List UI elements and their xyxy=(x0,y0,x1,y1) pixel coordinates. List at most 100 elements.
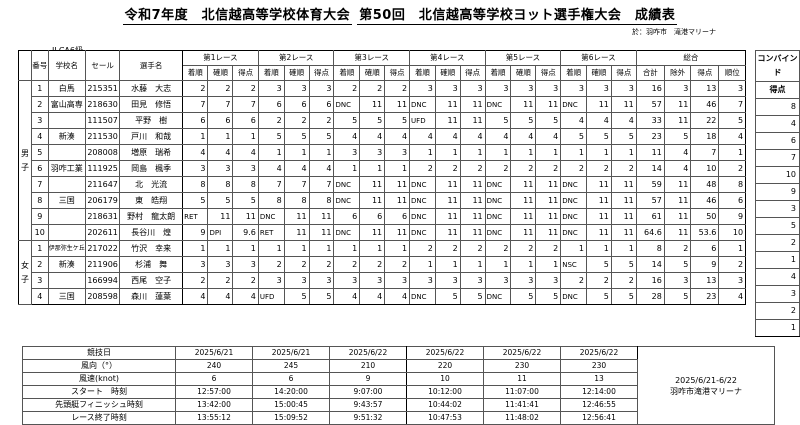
cell-race1-points: 4 xyxy=(232,288,259,305)
cell-race3-confirm: 11 xyxy=(359,96,386,113)
sub-rank: 順位 xyxy=(718,65,747,81)
cell-race2-points: 6 xyxy=(308,96,335,113)
cell-race6-confirm: 11 xyxy=(586,192,612,209)
cell-race1-points: 2 xyxy=(232,272,259,289)
cell-discard: 4 xyxy=(663,144,692,161)
cell-race1-confirm: 7 xyxy=(207,96,234,113)
cell-race5-finish: DNC xyxy=(484,208,512,225)
cell-race5-confirm: 3 xyxy=(510,80,537,97)
cell-race5-finish: 3 xyxy=(484,80,512,97)
cell-player: 田見 修悟 xyxy=(119,96,184,113)
cell-number: 4 xyxy=(30,288,49,305)
combined-row: 7 xyxy=(755,149,800,167)
cell-race1-confirm: DPI xyxy=(207,224,234,241)
cell-discard: 2 xyxy=(663,240,692,257)
cell-race3-points: 11 xyxy=(384,192,411,209)
cell-race4-points: 3 xyxy=(459,80,486,97)
cell-total: 14 xyxy=(635,160,665,177)
cell-race3-confirm: 4 xyxy=(359,128,386,145)
cell-race4-confirm: 11 xyxy=(434,96,461,113)
cell-player: 東 皓翔 xyxy=(119,192,184,209)
cell-race5-confirm: 5 xyxy=(510,112,537,129)
cell-race6-confirm: 11 xyxy=(586,224,612,241)
combined-row: 2 xyxy=(755,234,800,252)
cell-number: 3 xyxy=(30,112,49,129)
cell-combined-points: 9 xyxy=(755,183,800,201)
cell-race1-finish: 1 xyxy=(182,240,209,257)
conditions-label: 競技日 xyxy=(22,346,176,360)
cell-race1-points: 4 xyxy=(232,144,259,161)
cell-race6-confirm: 2 xyxy=(586,160,612,177)
cell-race4-finish: DNC xyxy=(409,96,436,113)
cell-race1-finish: 5 xyxy=(182,192,209,209)
cell-discard: 11 xyxy=(663,96,692,113)
cell-race6-confirm: 5 xyxy=(586,128,612,145)
conditions-value: 10:44:02 xyxy=(406,398,484,412)
cell-race3-finish: 3 xyxy=(333,144,361,161)
conditions-value: 2025/6/22 xyxy=(560,346,638,360)
cell-race4-finish: DNC xyxy=(409,224,436,241)
cell-race5-points: 1 xyxy=(535,144,562,161)
combined-row: 2 xyxy=(755,302,800,320)
cell-race5-points: 11 xyxy=(535,176,562,193)
cell-race6-points: 11 xyxy=(610,224,637,241)
cell-race4-finish: 4 xyxy=(409,128,436,145)
cell-race2-points: 8 xyxy=(308,192,335,209)
cell-school: 富山高専 xyxy=(47,96,86,113)
conditions-value: 12:46:55 xyxy=(560,398,638,412)
cell-race5-points: 11 xyxy=(535,192,562,209)
sub-total: 合計 xyxy=(635,65,665,81)
cell-race4-confirm: 2 xyxy=(434,160,461,177)
cell-race6-confirm: 3 xyxy=(586,80,612,97)
sub-confirm-r3: 確順 xyxy=(359,65,386,81)
cell-race3-confirm: 2 xyxy=(359,256,386,273)
results-table: 番号 学校名 セール 選手名 第1レース 第2レース 第3レース 第4レース 第… xyxy=(18,50,747,305)
cell-net: 18 xyxy=(690,128,720,145)
cell-race5-points: 3 xyxy=(535,80,562,97)
cell-race6-points: 11 xyxy=(610,96,637,113)
cell-race6-confirm: 1 xyxy=(586,144,612,161)
sub-finish-r3: 着順 xyxy=(333,65,361,81)
cell-race3-points: 1 xyxy=(384,160,411,177)
cell-race5-points: 4 xyxy=(535,128,562,145)
cell-race6-points: 11 xyxy=(610,176,637,193)
cell-race5-points: 5 xyxy=(535,288,562,305)
cell-race5-points: 11 xyxy=(535,208,562,225)
cell-race2-points: 5 xyxy=(308,288,335,305)
cell-race2-confirm: 1 xyxy=(283,240,310,257)
cell-race4-finish: 3 xyxy=(409,272,436,289)
cell-race4-finish: 2 xyxy=(409,160,436,177)
sub-confirm-r2: 確順 xyxy=(283,65,310,81)
col-overall: 総合 xyxy=(635,50,747,66)
cell-school: 羽咋工業 xyxy=(47,160,86,177)
cell-race1-finish: 3 xyxy=(182,256,209,273)
cell-race6-points: 11 xyxy=(610,208,637,225)
cell-net: 9 xyxy=(690,256,720,273)
table-row: 女子 1 伊那弥生ケ丘 217022 竹沢 幸来 1 1 1 1 1 1 1 1 1 2 2 2 2 2 2 1 1 1 8 2… xyxy=(18,240,747,305)
cell-combined-points: 7 xyxy=(755,149,800,167)
col-sex xyxy=(18,50,32,81)
col-school: 学校名 xyxy=(47,50,86,81)
cell-rank: 8 xyxy=(718,176,747,193)
sub-confirm-r5: 確順 xyxy=(510,65,537,81)
cell-race2-finish: 2 xyxy=(257,112,285,129)
cell-number: 3 xyxy=(30,272,49,289)
cell-race6-confirm: 11 xyxy=(586,176,612,193)
conditions-value: 6 xyxy=(252,372,330,386)
cell-race4-confirm: 5 xyxy=(434,288,461,305)
cell-race4-finish: 1 xyxy=(409,144,436,161)
cell-race4-confirm: 2 xyxy=(434,240,461,257)
cell-race4-finish: 2 xyxy=(409,240,436,257)
cell-race4-points: 11 xyxy=(459,96,486,113)
cell-race4-finish: UFD xyxy=(409,112,436,129)
cell-total: 61 xyxy=(635,208,665,225)
conditions-label: レース終了時刻 xyxy=(22,411,176,425)
cell-race1-finish: 4 xyxy=(182,288,209,305)
cell-sail: 211530 xyxy=(84,128,121,145)
cell-player: 森川 蓮葉 xyxy=(119,288,184,305)
cell-discard: 11 xyxy=(663,112,692,129)
cell-race1-finish: 1 xyxy=(182,128,209,145)
cell-race5-confirm: 11 xyxy=(510,192,537,209)
sub-points-r3: 得点 xyxy=(384,65,411,81)
cell-race4-confirm: 4 xyxy=(434,128,461,145)
